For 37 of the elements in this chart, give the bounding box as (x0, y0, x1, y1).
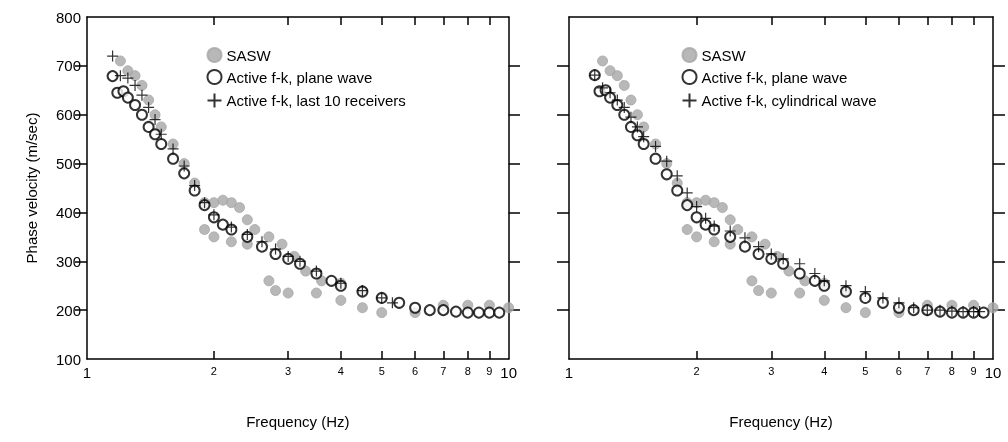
x-tick-label: 5 (378, 364, 385, 377)
legend-label: Active f-k, cylindrical wave (701, 92, 877, 109)
y-tick-label: 800 (55, 8, 81, 26)
x-tick-label: 3 (768, 364, 775, 377)
y-tick-label: 500 (55, 155, 81, 173)
y-tick-label: 700 (55, 57, 81, 75)
legend-label: Active f-k, plane wave (226, 68, 373, 86)
x-tick-label: 7 (440, 364, 447, 377)
x-tick-label: 6 (412, 364, 419, 377)
x-tick-label: 2 (210, 364, 217, 377)
x-tick-label: 4 (337, 364, 344, 377)
y-tick-label: 400 (55, 203, 81, 221)
legend-label: SASW (226, 46, 272, 64)
x-tick-label: 10 (500, 364, 517, 381)
x-tick-label: 9 (486, 364, 493, 377)
y-tick-label: 300 (55, 252, 81, 270)
x-tick-label: 5 (862, 364, 869, 377)
x-tick-label: 4 (821, 364, 828, 377)
legend-label: SASW (701, 46, 747, 64)
x-tick-label: 6 (895, 364, 902, 377)
legend-label: Active f-k, plane wave (701, 68, 848, 86)
y-tick-label: 200 (55, 301, 81, 319)
x-axis-title: Frequency (Hz) (729, 413, 833, 430)
x-axis-title: Frequency (Hz) (246, 413, 350, 430)
x-tick-label: 9 (970, 364, 977, 377)
x-tick-label: 1 (564, 364, 574, 381)
x-tick-label: 7 (924, 364, 931, 377)
x-tick-label: 1 (82, 364, 92, 381)
legend-label: Active f-k, last 10 receivers (226, 92, 406, 109)
x-tick-label: 8 (948, 364, 955, 377)
y-tick-label: 600 (55, 106, 81, 124)
x-tick-label: 3 (285, 364, 292, 377)
y-axis-title: Phase velocity (m/sec) (23, 112, 40, 264)
x-tick-label: 10 (984, 364, 1002, 381)
x-tick-label: 2 (693, 364, 700, 377)
x-tick-label: 8 (464, 364, 471, 377)
y-tick-label: 100 (55, 350, 81, 368)
